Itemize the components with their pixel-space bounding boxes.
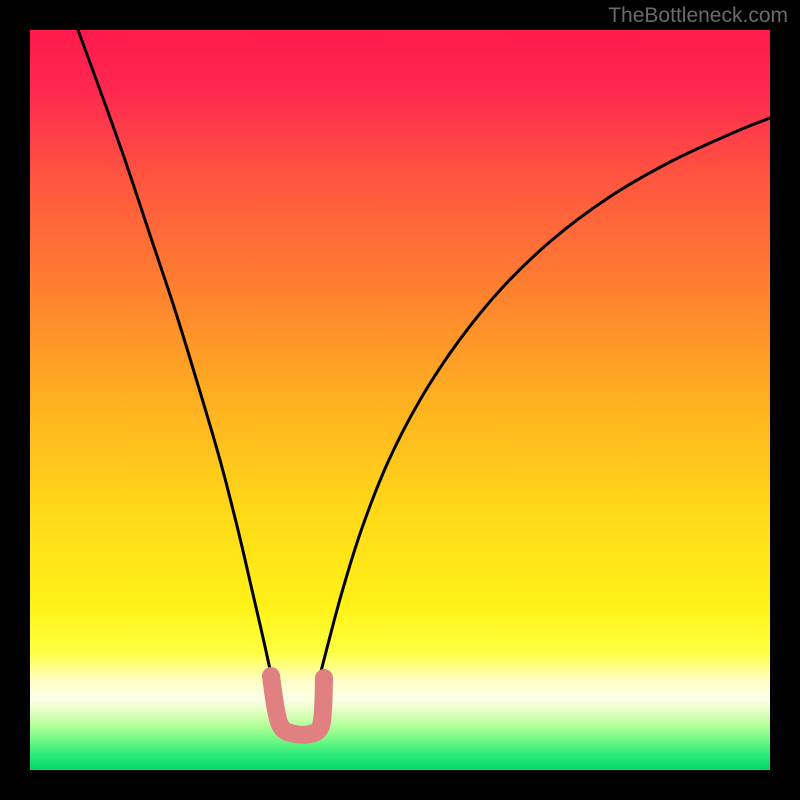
- plot-area: [30, 30, 770, 770]
- marker-u-shape: [271, 676, 324, 735]
- chart-svg: [30, 30, 770, 770]
- watermark-text: TheBottleneck.com: [608, 4, 788, 28]
- bottleneck-curve-right: [318, 118, 770, 683]
- bottleneck-curve-left: [78, 30, 273, 683]
